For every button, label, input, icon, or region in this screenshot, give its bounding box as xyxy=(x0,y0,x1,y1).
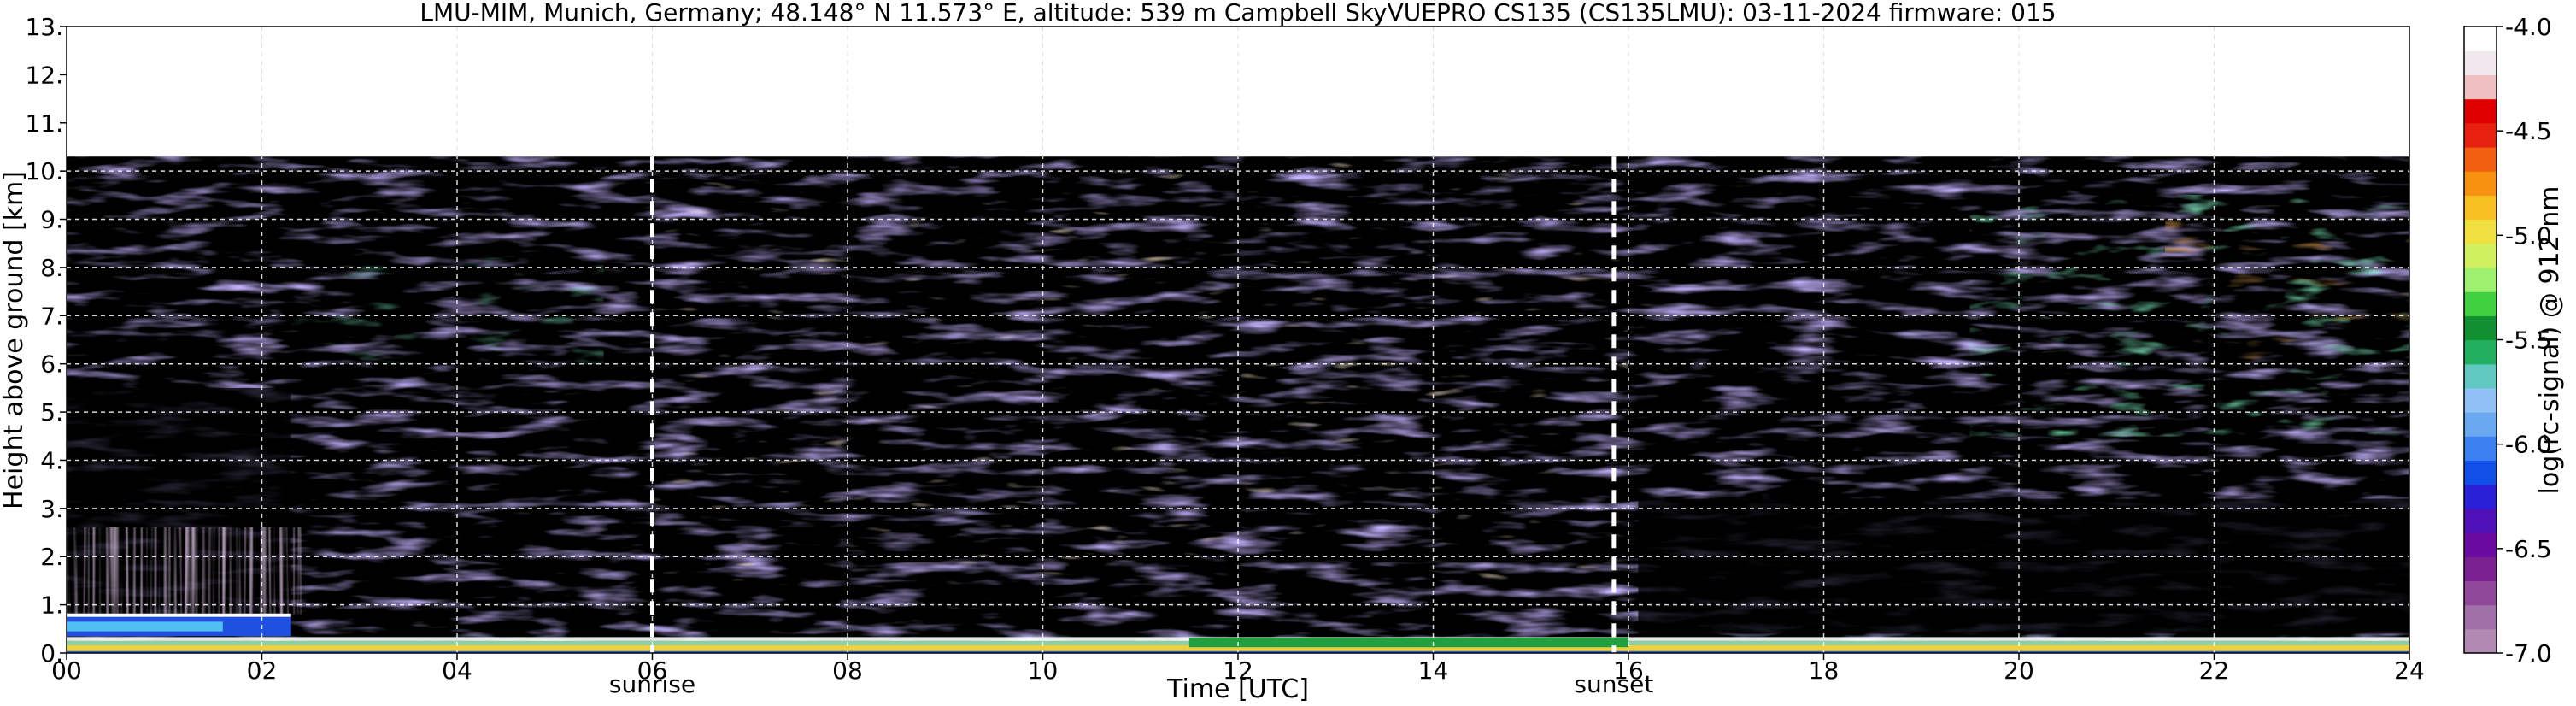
colorbar-segment xyxy=(2464,243,2497,268)
annotation-label-sunrise: sunrise xyxy=(609,670,695,698)
colorbar-tick-label: -6.0 xyxy=(2505,431,2552,459)
y-tick-label: 5. xyxy=(40,398,63,427)
colorbar-segment xyxy=(2464,146,2497,172)
y-tick-label: 6. xyxy=(40,350,63,379)
annotation-label-sunset: sunset xyxy=(1574,670,1653,698)
x-tick-label: 08 xyxy=(832,656,863,685)
y-tick-label: 8. xyxy=(40,254,63,282)
y-tick-label: 10. xyxy=(25,157,63,185)
colorbar-segment xyxy=(2464,195,2497,221)
x-tick-label: 24 xyxy=(2394,656,2425,685)
colorbar-ticks: -4.0 -4.5 -5.0 -5.5 -6.0 -6.5 -7.0 xyxy=(2497,13,2552,668)
colorbar-segment xyxy=(2464,339,2497,365)
colorbar-segment xyxy=(2464,171,2497,196)
colorbar-segment xyxy=(2464,508,2497,533)
x-tick-label: 02 xyxy=(247,656,278,685)
x-tick-label: 06 xyxy=(637,656,668,685)
colorbar-segment xyxy=(2464,50,2497,75)
x-tick-label: 22 xyxy=(2199,656,2230,685)
colorbar-segment xyxy=(2464,291,2497,316)
colorbar-segment xyxy=(2464,580,2497,606)
colorbar-segment xyxy=(2464,436,2497,462)
x-tick-label: 12 xyxy=(1223,656,1253,685)
colorbar-tick-label: -5.5 xyxy=(2505,327,2552,355)
x-tick-label: 10 xyxy=(1028,656,1059,685)
colorbar-label: log(rc-signal) @ 912 nm xyxy=(2535,186,2565,495)
x-tick-label: 04 xyxy=(442,656,472,685)
x-tick-label: 20 xyxy=(2004,656,2034,685)
y-axis: 0. 1. 2. 3. 4. 5. 6. 7. 8. 9. 10. 11. 12. 13. xyxy=(25,13,67,668)
annotation-lines xyxy=(650,156,1617,653)
y-tick-label: 0. xyxy=(40,639,63,668)
colorbar-segment xyxy=(2464,315,2497,341)
colorbar-segment xyxy=(2464,387,2497,413)
colorbar-segment xyxy=(2464,122,2497,148)
y-tick-label: 7. xyxy=(40,302,63,330)
y-tick-label: 4. xyxy=(40,446,63,474)
y-tick-label: 1. xyxy=(40,591,63,620)
x-tick-label: 14 xyxy=(1418,656,1449,685)
grid xyxy=(67,26,2409,653)
y-tick-label: 13. xyxy=(25,13,63,41)
colorbar-segment xyxy=(2464,267,2497,292)
x-tick-label: 00 xyxy=(51,656,82,685)
colorbar-segment xyxy=(2464,484,2497,509)
chart-title: LMU-MIM, Munich, Germany; 48.148° N 11.5… xyxy=(420,0,2056,26)
colorbar xyxy=(2464,26,2497,654)
colorbar-tick-label: -6.5 xyxy=(2505,535,2552,563)
colorbar-segment xyxy=(2464,26,2497,51)
colorbar-segment xyxy=(2464,604,2497,630)
y-tick-label: 12. xyxy=(25,61,63,89)
colorbar-segment xyxy=(2464,628,2497,654)
x-axis: 00 02 04 06 08 10 12 14 16 18 20 22 24 xyxy=(51,653,2425,685)
colorbar-segment xyxy=(2464,412,2497,437)
y-tick-label: 9. xyxy=(40,206,63,234)
y-tick-label: 2. xyxy=(40,543,63,571)
colorbar-segment xyxy=(2464,532,2497,557)
colorbar-segment xyxy=(2464,74,2497,100)
x-tick-label: 18 xyxy=(1809,656,1840,685)
x-axis-label: Time [UTC] xyxy=(1166,674,1309,704)
colorbar-segment xyxy=(2464,363,2497,389)
x-tick-label: 16 xyxy=(1613,656,1644,685)
colorbar-tick-label: -4.5 xyxy=(2505,117,2552,145)
colorbar-segment xyxy=(2464,556,2497,582)
y-tick-label: 11. xyxy=(25,109,63,138)
colorbar-segment xyxy=(2464,460,2497,485)
y-axis-label: Height above ground [km] xyxy=(0,171,29,509)
colorbar-tick-label: -4.0 xyxy=(2505,13,2552,41)
colorbar-segment xyxy=(2464,98,2497,124)
colorbar-tick-label: -7.0 xyxy=(2505,639,2552,668)
y-tick-label: 3. xyxy=(40,495,63,523)
annotation-labels: sunrise sunset xyxy=(609,670,1653,698)
colorbar-segment xyxy=(2464,219,2497,244)
colorbar-tick-label: -5.0 xyxy=(2505,221,2552,250)
